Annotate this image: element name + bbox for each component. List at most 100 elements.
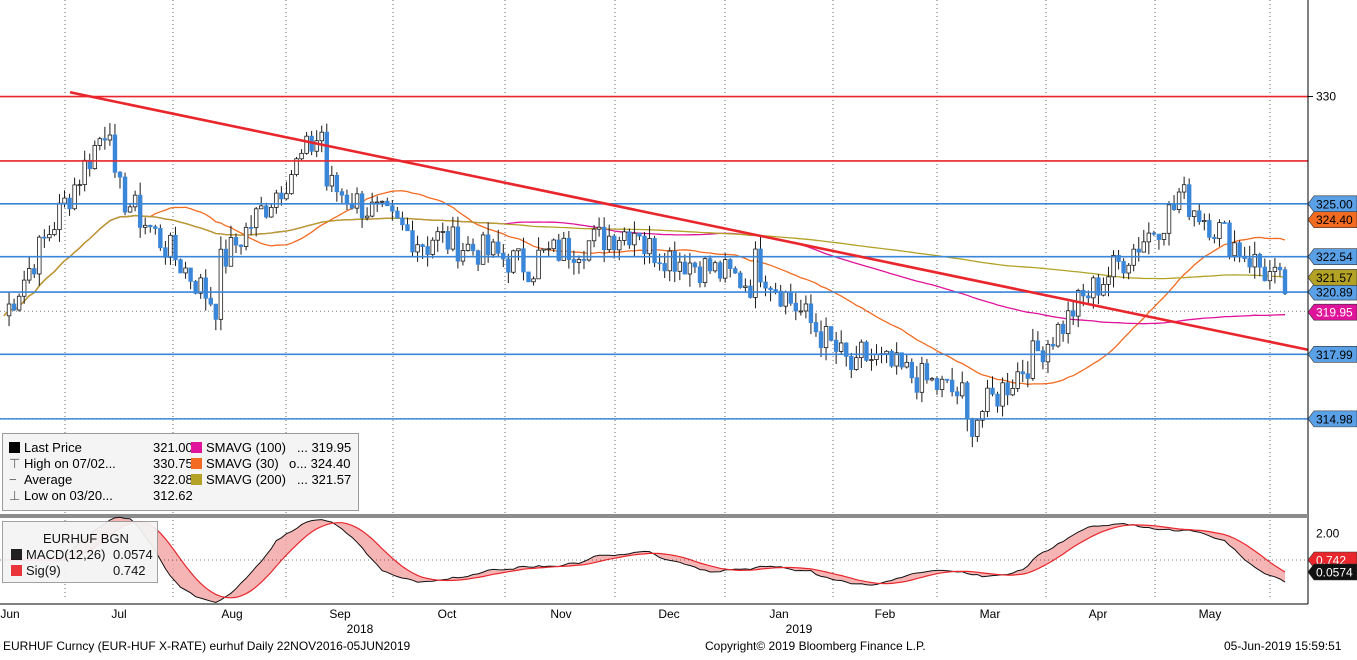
low-marker-icon: ⊥ [9, 488, 21, 503]
candle [924, 363, 930, 381]
ma100-swatch-icon [191, 442, 202, 453]
legend-row-high: ⊤ High on 07/02... [9, 456, 116, 472]
value-tag-label: 320.89 [1316, 286, 1353, 300]
candle [183, 267, 188, 274]
candle [909, 361, 914, 379]
candle [899, 352, 904, 368]
candle [1126, 264, 1131, 274]
x-month-label: Jan [769, 607, 788, 621]
candle [92, 145, 97, 170]
candle [566, 237, 572, 260]
candle [1035, 340, 1041, 352]
candle [410, 230, 415, 253]
candle [158, 228, 163, 249]
legend-value: 321.00 [153, 440, 193, 455]
candle [1176, 191, 1182, 210]
macd-legend: EURHUF BGN MACD(12,26) 0.0574 Sig(9) 0.7… [2, 521, 158, 583]
legend-value: ... 321.57 [297, 472, 352, 487]
candle [919, 363, 925, 393]
candle [667, 250, 672, 272]
candle [1237, 242, 1242, 257]
candle [743, 285, 748, 288]
candle [1166, 204, 1172, 234]
value-tag-shape [1307, 248, 1357, 265]
candle [1045, 343, 1051, 363]
value-tag-shape [1307, 283, 1357, 301]
candle [612, 235, 617, 251]
candle [738, 272, 743, 288]
candle [1020, 371, 1025, 375]
candle [294, 158, 299, 175]
candle [864, 341, 869, 361]
candle [279, 192, 284, 200]
x-month-label: Sep [329, 607, 351, 621]
legend-row-ma200: SMAVG (200) [191, 472, 286, 488]
candle [753, 248, 758, 298]
candle [1065, 310, 1071, 334]
candle [541, 248, 546, 251]
candle [677, 261, 683, 272]
candle [682, 261, 688, 275]
ma100-line [3, 214, 1286, 325]
candle [238, 244, 244, 247]
price-legend: Last Price 321.00 ⊤ High on 07/02... 330.… [2, 433, 359, 511]
candle [77, 184, 82, 187]
signal-line [4, 521, 1286, 599]
candle [813, 322, 819, 333]
candle [82, 159, 87, 186]
candle [692, 262, 698, 268]
legend-row-ma30: SMAVG (30) [191, 456, 279, 472]
value-tag-label: 325.00 [1316, 197, 1353, 211]
candle [233, 237, 239, 246]
legend-label: Low on 03/20... [24, 488, 113, 503]
candle [601, 226, 607, 251]
x-month-label: Oct [438, 607, 457, 621]
candle [168, 234, 173, 258]
legend-label: SMAVG (30) [206, 456, 279, 471]
candle [591, 228, 597, 242]
candle [1070, 310, 1076, 317]
candle [929, 378, 935, 381]
legend-value: o... 324.40 [289, 456, 351, 471]
candle [1247, 258, 1252, 268]
candle [980, 411, 985, 421]
value-tag-shape [1307, 563, 1357, 581]
candle [354, 193, 360, 209]
candle [1171, 204, 1177, 210]
value-tag-label: 321.57 [1316, 271, 1353, 285]
candle [818, 331, 824, 349]
macd-panel: 2.00 [0, 516, 1340, 604]
candle [1207, 220, 1212, 238]
candle [627, 231, 632, 246]
candle [1121, 261, 1126, 274]
candle [884, 350, 889, 355]
candle [1116, 254, 1121, 262]
candle [117, 171, 123, 178]
candle [586, 240, 592, 261]
candle [259, 205, 264, 210]
candle [1106, 276, 1111, 285]
footer-ticker: EURHUF Curncy (EUR-HUF X-RATE) eurhuf Da… [3, 639, 411, 653]
horizontal-levels [0, 95, 1308, 420]
candle [465, 243, 471, 251]
candle [707, 258, 713, 272]
candle [415, 244, 420, 253]
value-tag-shape [1307, 410, 1357, 428]
candle [274, 192, 279, 208]
candle [657, 262, 662, 265]
value-tag-label: 322.54 [1316, 250, 1353, 264]
candle [148, 224, 153, 228]
candle [132, 194, 138, 208]
candle [904, 361, 909, 368]
square-icon [9, 442, 20, 453]
value-tag-label: 319.95 [1316, 306, 1353, 320]
legend-label: Last Price [24, 440, 82, 455]
legend-row-last-price: Last Price [9, 440, 82, 456]
candle [153, 226, 158, 229]
ma30-swatch-icon [191, 458, 202, 469]
candle [1272, 266, 1278, 273]
candle [1192, 210, 1197, 217]
candle [642, 235, 647, 255]
level-value-tag: 314.98 [1307, 410, 1357, 428]
candle [1186, 184, 1192, 217]
